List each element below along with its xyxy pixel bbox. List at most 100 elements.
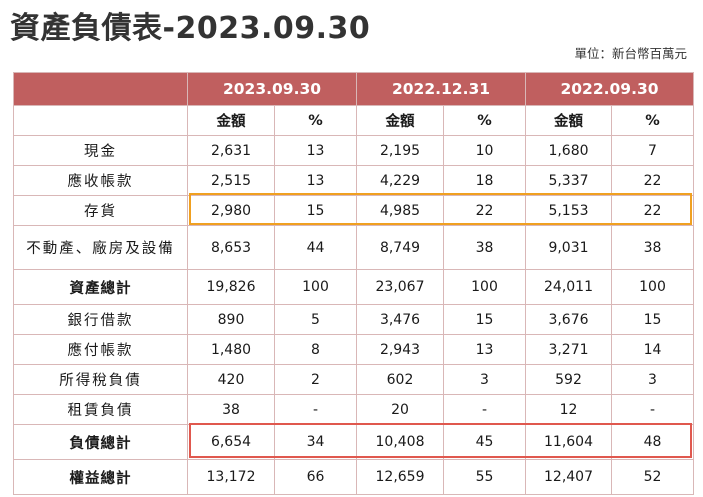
amount-cell: 2,980: [187, 195, 275, 226]
amount-cell: 3,676: [525, 304, 612, 335]
table-row: 租賃負債 38-20-12-: [13, 394, 694, 425]
percent-cell: 14: [611, 334, 694, 365]
table-row: 權益總計 13,172 66 12,659 55 12,407 52: [13, 459, 694, 495]
subheader-corner: [13, 105, 188, 136]
percent-cell: 55: [443, 459, 526, 495]
row-label: 負債總計: [13, 424, 188, 460]
period-header: 2022.12.31: [356, 72, 526, 106]
percent-cell: 38: [611, 225, 694, 270]
percent-cell: 100: [611, 269, 694, 305]
amount-cell: 23,067: [356, 269, 444, 305]
percent-cell: 48: [611, 424, 694, 460]
percent-cell: -: [611, 394, 694, 425]
row-label: 權益總計: [13, 459, 188, 495]
balance-sheet-table: 2023.09.30 2022.12.31 2022.09.30 金額 % 金額…: [13, 72, 694, 495]
row-label: 應付帳款: [13, 334, 188, 365]
percent-cell: 3: [611, 364, 694, 395]
percent-cell: 34: [274, 424, 357, 460]
table-row: 負債總計 6,654 34 10,408 45 11,604 48: [13, 424, 694, 460]
percent-cell: 8: [274, 334, 357, 365]
subheader-row: 金額 % 金額 % 金額 %: [13, 105, 694, 136]
table-row: 存貨 2,980 15 4,985 22 5,153 22: [13, 195, 694, 226]
amount-cell: 12,407: [525, 459, 612, 495]
percent-cell: 22: [611, 195, 694, 226]
header-corner: [13, 72, 188, 106]
amount-cell: 890: [187, 304, 275, 335]
percent-cell: 38: [443, 225, 526, 270]
percent-cell: -: [443, 394, 526, 425]
amount-cell: 11,604: [525, 424, 612, 460]
page-title: 資產負債表-2023.09.30: [10, 11, 371, 46]
table-row: 應收帳款 2,515 13 4,229 18 5,337 22: [13, 165, 694, 196]
period-header: 2023.09.30: [187, 72, 357, 106]
amount-cell: 592: [525, 364, 612, 395]
row-label: 租賃負債: [13, 394, 188, 425]
row-label: 存貨: [13, 195, 188, 226]
table-body: 現金 2,631 13 2,195 10 1,680 7 應收帳款 2,515 13 4,229 18…: [13, 135, 694, 495]
percent-cell: 52: [611, 459, 694, 495]
amount-cell: 6,654: [187, 424, 275, 460]
amount-cell: 20: [356, 394, 444, 425]
row-label: 銀行借款: [13, 304, 188, 335]
amount-cell: 2,943: [356, 334, 444, 365]
percent-cell: 22: [443, 195, 526, 226]
row-label: 應收帳款: [13, 165, 188, 196]
amount-cell: 4,229: [356, 165, 444, 196]
amount-header: 金額: [356, 105, 444, 136]
amount-cell: 5,337: [525, 165, 612, 196]
percent-cell: 100: [443, 269, 526, 305]
period-header-row: 2023.09.30 2022.12.31 2022.09.30: [13, 72, 694, 106]
amount-cell: 5,153: [525, 195, 612, 226]
percent-cell: 22: [611, 165, 694, 196]
amount-cell: 12,659: [356, 459, 444, 495]
percent-cell: 10: [443, 135, 526, 166]
amount-cell: 3,271: [525, 334, 612, 365]
amount-cell: 8,749: [356, 225, 444, 270]
amount-cell: 24,011: [525, 269, 612, 305]
percent-cell: 15: [274, 195, 357, 226]
percent-cell: 3: [443, 364, 526, 395]
percent-cell: -: [274, 394, 357, 425]
row-label: 現金: [13, 135, 188, 166]
percent-cell: 13: [274, 165, 357, 196]
percent-cell: 15: [611, 304, 694, 335]
table-row: 不動產、廠房及設備 8,653 44 8,749 38 9,031 38: [13, 225, 694, 270]
amount-cell: 1,680: [525, 135, 612, 166]
table-row: 應付帳款 1,480 8 2,943 13 3,271 14: [13, 334, 694, 365]
amount-cell: 12: [525, 394, 612, 425]
row-label: 資產總計: [13, 269, 188, 305]
amount-cell: 9,031: [525, 225, 612, 270]
amount-cell: 4,985: [356, 195, 444, 226]
amount-cell: 420: [187, 364, 275, 395]
row-label: 所得稅負債: [13, 364, 188, 395]
amount-cell: 2,195: [356, 135, 444, 166]
table-row: 資產總計 19,826 100 23,067 100 24,011 100: [13, 269, 694, 305]
amount-cell: 2,631: [187, 135, 275, 166]
amount-header: 金額: [187, 105, 275, 136]
amount-cell: 2,515: [187, 165, 275, 196]
percent-cell: 44: [274, 225, 357, 270]
amount-cell: 1,480: [187, 334, 275, 365]
percent-cell: 2: [274, 364, 357, 395]
amount-cell: 19,826: [187, 269, 275, 305]
amount-cell: 13,172: [187, 459, 275, 495]
percent-cell: 100: [274, 269, 357, 305]
percent-header: %: [611, 105, 694, 136]
percent-cell: 5: [274, 304, 357, 335]
amount-cell: 8,653: [187, 225, 275, 270]
row-label: 不動產、廠房及設備: [13, 225, 188, 270]
percent-cell: 13: [274, 135, 357, 166]
table-row: 所得稅負債 420 2 602 3 592 3: [13, 364, 694, 395]
percent-cell: 66: [274, 459, 357, 495]
amount-cell: 3,476: [356, 304, 444, 335]
percent-header: %: [274, 105, 357, 136]
amount-header: 金額: [525, 105, 612, 136]
period-header: 2022.09.30: [525, 72, 694, 106]
percent-cell: 15: [443, 304, 526, 335]
table-row: 銀行借款 890 5 3,476 15 3,676 15: [13, 304, 694, 335]
unit-note: 單位：新台幣百萬元: [574, 46, 687, 61]
percent-header: %: [443, 105, 526, 136]
amount-cell: 602: [356, 364, 444, 395]
percent-cell: 7: [611, 135, 694, 166]
percent-cell: 13: [443, 334, 526, 365]
